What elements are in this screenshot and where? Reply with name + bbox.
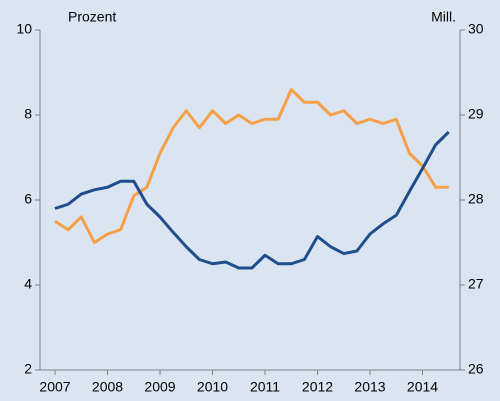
- x-tick-label: 2008: [92, 379, 123, 395]
- y2-tick-label: 30: [468, 21, 484, 37]
- series-line: [54, 130, 450, 270]
- y-tick-label: 4: [24, 276, 32, 292]
- x-tick-label: 2013: [354, 379, 385, 395]
- y-tick-label: 10: [16, 21, 32, 37]
- y-axis-label: Prozent: [68, 9, 116, 25]
- y2-tick-label: 28: [468, 191, 484, 207]
- y2-tick-label: 27: [468, 276, 484, 292]
- y-tick-label: 6: [24, 191, 32, 207]
- x-tick-label: 2014: [407, 379, 438, 395]
- y-tick-label: 2: [24, 361, 32, 377]
- y2-axis-label: Mill.: [431, 9, 456, 25]
- x-tick-label: 2007: [39, 379, 70, 395]
- x-tick-label: 2011: [250, 379, 280, 395]
- y-tick-label: 8: [24, 106, 32, 122]
- y2-tick-label: 26: [468, 361, 484, 377]
- x-tick-label: 2010: [197, 379, 228, 395]
- series-line: [54, 88, 449, 244]
- x-tick-label: 2012: [302, 379, 333, 395]
- x-tick-label: 2009: [144, 379, 175, 395]
- y2-tick-label: 29: [468, 106, 484, 122]
